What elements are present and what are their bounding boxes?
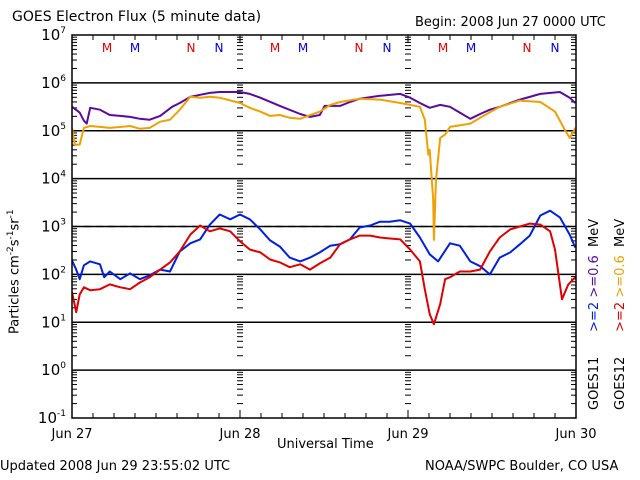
begin-time: Begin: 2008 Jun 27 0000 UTC — [415, 15, 606, 30]
mn-marker: M — [270, 41, 280, 55]
mn-marker: M — [466, 41, 476, 55]
mn-marker: M — [130, 41, 140, 55]
x-tick-label: Jun 27 — [51, 427, 93, 442]
mn-marker: N — [383, 41, 392, 55]
y-tick-label: 10-1 — [38, 409, 66, 427]
y-tick-label: 105 — [41, 122, 66, 140]
y-tick-label: 103 — [41, 218, 66, 236]
legend-goes12-label: GOES12 — [613, 356, 628, 410]
chart-title: GOES Electron Flux (5 minute data) — [12, 9, 262, 25]
legend-goes11-unit: MeV — [587, 218, 602, 247]
mn-marker: N — [551, 41, 560, 55]
mn-marker: N — [215, 41, 224, 55]
legend-goes11-label: GOES11 — [587, 356, 602, 410]
x-tick-label: Jun 29 — [387, 427, 429, 442]
legend-goes12: GOES12 >=2 >=0.6 MeV — [613, 219, 628, 410]
y-label-base: Particles cm — [7, 255, 23, 334]
x-tick-label: Jun 30 — [555, 427, 597, 442]
x-tick-label: Jun 28 — [219, 427, 261, 442]
y-tick-label: 107 — [41, 26, 66, 44]
updated-time: Updated 2008 Jun 29 23:55:02 UTC — [0, 459, 231, 474]
y-label-s: s — [7, 239, 23, 247]
y-label-sr: sr — [7, 218, 23, 231]
legend-goes11-e06: >=0.6 — [587, 255, 602, 298]
series-line — [72, 91, 576, 125]
x-axis-label: Universal Time — [277, 437, 374, 452]
legend-goes12-e06: >=0.6 — [613, 255, 628, 298]
legend-goes11: GOES11 >=2 >=0.6 MeV — [587, 219, 602, 410]
y-axis-label: Particles cm-2s-1sr-1 — [6, 209, 22, 334]
y-label-exp1: -2 — [6, 246, 16, 256]
series-line — [72, 95, 576, 241]
mn-marker: M — [298, 41, 308, 55]
legend-goes11-e2: >=2 — [587, 301, 602, 332]
series-line — [72, 209, 576, 281]
mn-marker: N — [187, 41, 196, 55]
y-tick-label: 100 — [41, 361, 66, 379]
plot-frame — [71, 34, 577, 419]
y-label-exp3: -1 — [6, 209, 16, 219]
mn-marker: M — [438, 41, 448, 55]
series-line — [72, 222, 576, 326]
mn-marker: M — [102, 41, 112, 55]
credit: NOAA/SWPC Boulder, CO USA — [425, 459, 619, 474]
mn-marker: N — [355, 41, 364, 55]
legend-goes12-e2: >=2 — [613, 301, 628, 332]
y-tick-label: 106 — [41, 74, 66, 92]
y-tick-label: 104 — [41, 170, 66, 188]
y-label-exp2: -1 — [6, 230, 16, 240]
legend-goes12-unit: MeV — [613, 218, 628, 247]
mn-marker: N — [523, 41, 532, 55]
y-tick-label: 102 — [41, 265, 66, 283]
y-tick-label: 101 — [41, 313, 66, 331]
